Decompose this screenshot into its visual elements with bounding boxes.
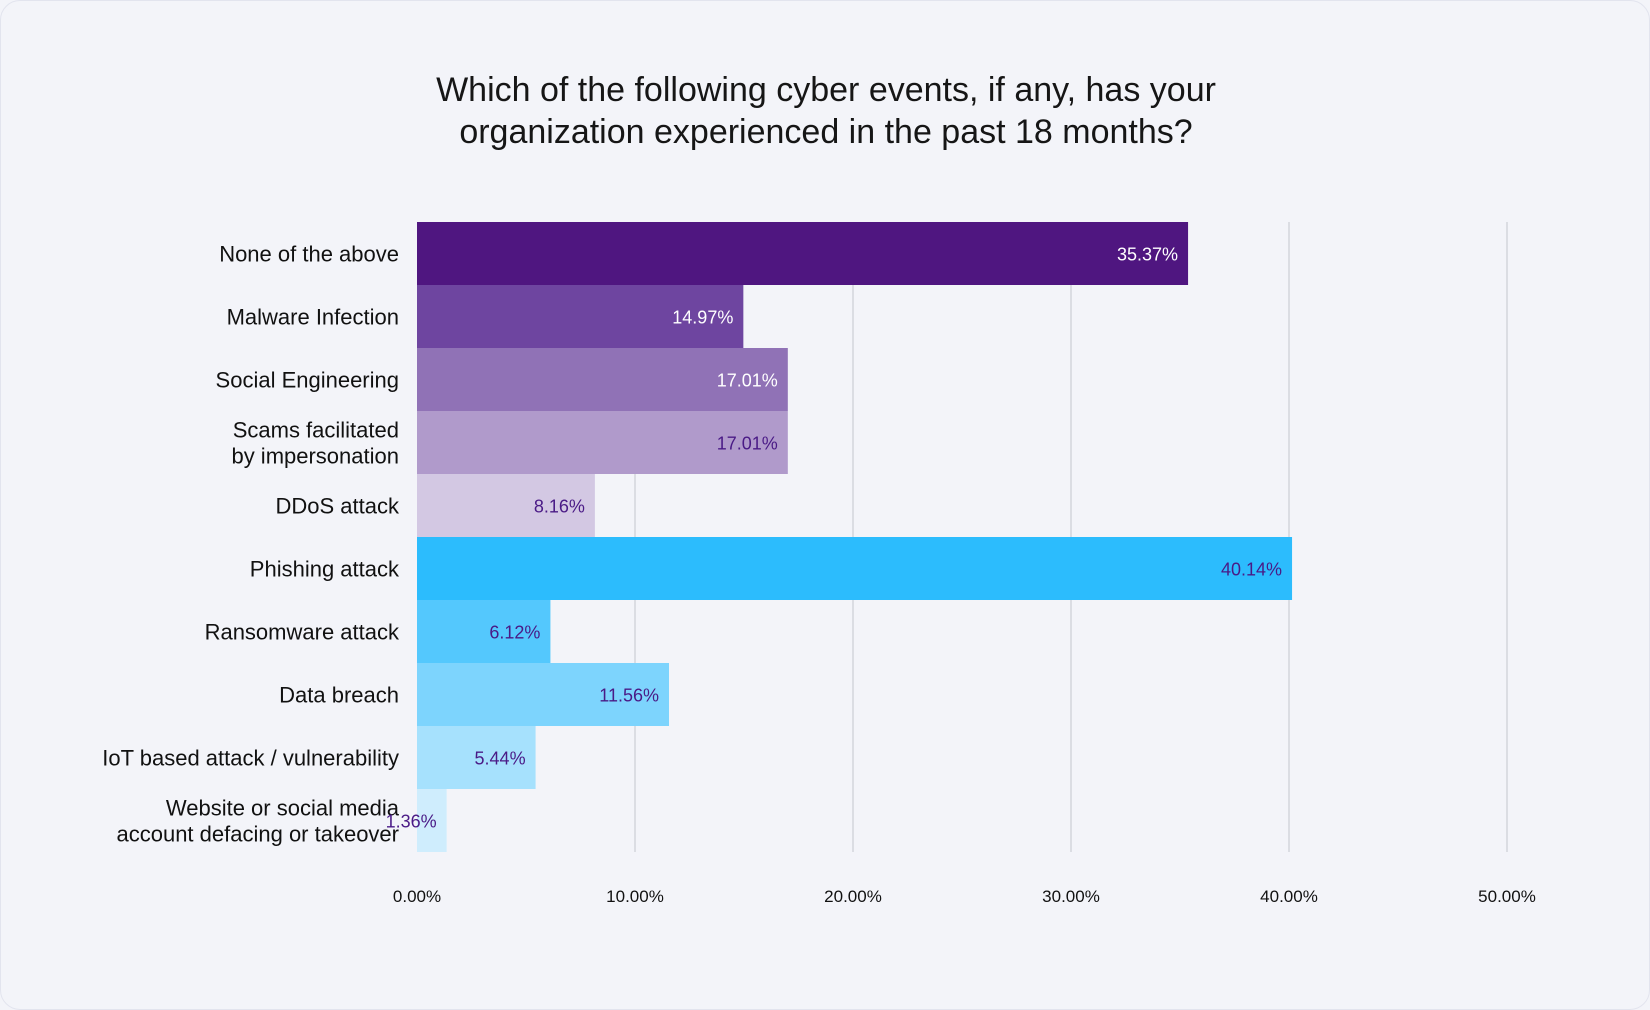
bar [417, 348, 788, 411]
x-tick-label: 30.00% [1042, 887, 1100, 906]
value-label: 8.16% [534, 497, 585, 517]
chart-title-line-1: Which of the following cyber events, if … [436, 71, 1216, 109]
x-tick-label: 0.00% [393, 887, 441, 906]
value-label: 11.56% [599, 686, 659, 706]
category-label: IoT based attack / vulnerability [102, 746, 399, 771]
category-label: Ransomware attack [205, 620, 400, 645]
x-tick-label: 50.00% [1478, 887, 1536, 906]
bar [417, 222, 1189, 285]
chart-title-line-2: organization experienced in the past 18 … [459, 113, 1193, 151]
category-labels: None of the above Malware Infection Social… [102, 242, 400, 847]
value-label: 1.36% [386, 812, 437, 832]
bar [417, 537, 1293, 600]
value-label: 5.44% [475, 749, 526, 769]
x-tick-label: 10.00% [606, 887, 664, 906]
category-label: Social Engineering [216, 368, 399, 393]
bar [417, 600, 551, 663]
value-label: 17.01% [717, 434, 778, 454]
value-label: 6.12% [489, 623, 540, 643]
bar [417, 411, 788, 474]
category-label: None of the above [219, 242, 399, 267]
x-axis-tick-labels: 0.00% 10.00% 20.00% 30.00% 40.00% 50.00% [393, 887, 1536, 906]
value-label: 40.14% [1221, 560, 1282, 580]
value-labels: 35.37% 14.97% 17.01% 17.01% 8.16% 40.14% 6.12%… [386, 245, 1282, 832]
bar [417, 789, 447, 852]
x-tick-label: 40.00% [1260, 887, 1318, 906]
category-label: Phishing attack [250, 557, 400, 582]
chart-title: Which of the following cyber events, if … [1, 69, 1650, 153]
category-label: Data breach [279, 683, 399, 708]
bar [417, 474, 595, 537]
value-label: 17.01% [717, 371, 778, 391]
x-tick-label: 20.00% [824, 887, 882, 906]
bar [417, 285, 744, 348]
category-label: DDoS attack [276, 494, 400, 519]
bar [417, 663, 670, 726]
category-label: Website or social media account defacing … [116, 796, 399, 847]
bars [417, 222, 1293, 852]
bar [417, 726, 536, 789]
value-label: 14.97% [672, 308, 733, 328]
category-label: Malware Infection [227, 305, 399, 330]
value-label: 35.37% [1117, 245, 1178, 265]
category-label: Scams facilitated by impersonation [231, 418, 399, 469]
